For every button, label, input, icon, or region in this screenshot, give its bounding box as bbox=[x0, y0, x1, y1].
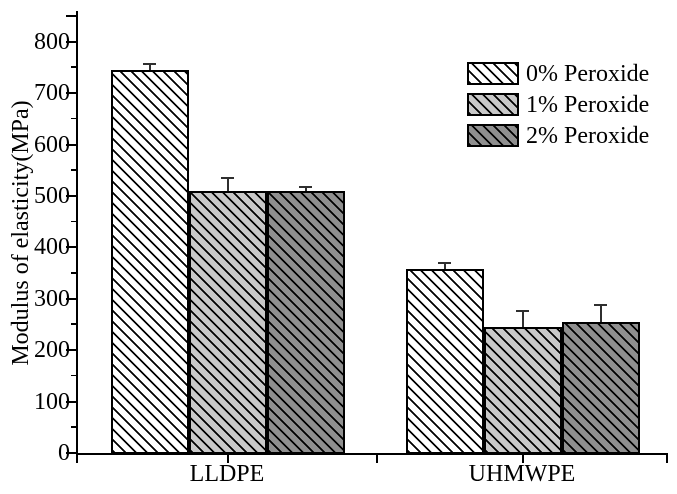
error-bar-cap bbox=[221, 177, 234, 179]
error-bar-cap bbox=[516, 310, 529, 313]
y-tick-label: 300 bbox=[34, 285, 70, 312]
legend-item-0pct: 0% Peroxide bbox=[467, 60, 650, 87]
x-tick-label-uhmwpe: UHMWPE bbox=[468, 461, 576, 487]
y-minor-tick bbox=[71, 323, 76, 325]
y-minor-tick bbox=[71, 117, 76, 120]
y-major-tick bbox=[66, 246, 76, 249]
y-minor-tick bbox=[71, 220, 76, 223]
y-minor-tick bbox=[71, 66, 76, 68]
bar-lldpe-1pct bbox=[188, 190, 267, 454]
y-minor-tick bbox=[71, 426, 76, 428]
y-major-tick bbox=[66, 143, 76, 146]
error-bar-stem bbox=[521, 311, 524, 328]
y-major-tick bbox=[66, 194, 76, 197]
legend-item-1pct: 1% Peroxide bbox=[467, 91, 650, 118]
error-bar-stem bbox=[304, 186, 307, 191]
legend-swatch-1pct-icon bbox=[467, 93, 519, 116]
error-bar-stem bbox=[443, 262, 446, 270]
y-tick-label: 800 bbox=[34, 28, 70, 55]
legend-label-2pct: 2% Peroxide bbox=[526, 122, 650, 149]
y-tick-label: 400 bbox=[34, 234, 70, 261]
y-minor-tick bbox=[71, 374, 76, 377]
y-tick-label: 600 bbox=[34, 131, 70, 158]
y-minor-tick bbox=[71, 272, 76, 274]
bar-lldpe-0pct bbox=[110, 70, 189, 454]
x-divider-tick bbox=[375, 455, 378, 463]
error-bar-cap bbox=[438, 261, 451, 264]
legend: 0% Peroxide 1% Peroxide 2% Peroxide bbox=[467, 62, 649, 155]
error-bar-stem bbox=[599, 304, 602, 322]
y-tick-label: 500 bbox=[34, 182, 70, 209]
y-major-tick bbox=[66, 452, 76, 454]
y-tick-label: 100 bbox=[34, 388, 70, 415]
error-bar-stem bbox=[148, 63, 151, 71]
error-bar-cap bbox=[143, 62, 156, 65]
legend-item-2pct: 2% Peroxide bbox=[467, 122, 650, 149]
bar-uhmwpe-2pct bbox=[561, 321, 640, 454]
y-axis-end-tick bbox=[66, 15, 76, 17]
error-bar-cap bbox=[299, 185, 312, 188]
error-bar-cap bbox=[594, 303, 607, 306]
y-major-tick bbox=[66, 92, 76, 95]
y-major-tick bbox=[66, 349, 76, 352]
y-axis-line bbox=[76, 11, 78, 455]
bar-uhmwpe-0pct bbox=[405, 269, 484, 454]
x-tick-label-lldpe: LLDPE bbox=[189, 461, 265, 487]
x-axis-line bbox=[76, 453, 668, 455]
y-major-tick bbox=[66, 400, 76, 403]
x-divider-tick bbox=[666, 455, 668, 463]
y-tick-label: 200 bbox=[34, 337, 70, 364]
x-major-tick bbox=[521, 455, 524, 463]
y-tick-label: 700 bbox=[34, 80, 70, 107]
legend-label-1pct: 1% Peroxide bbox=[526, 91, 650, 118]
error-bar-stem bbox=[226, 178, 229, 191]
y-minor-tick bbox=[71, 169, 76, 171]
legend-label-0pct: 0% Peroxide bbox=[526, 60, 650, 87]
legend-swatch-0pct-icon bbox=[467, 62, 519, 85]
bar-uhmwpe-1pct bbox=[483, 327, 562, 454]
x-divider-tick bbox=[76, 455, 78, 463]
bar-lldpe-2pct bbox=[266, 190, 345, 454]
y-major-tick bbox=[66, 40, 76, 43]
y-tick-label: 0 bbox=[58, 440, 70, 466]
y-major-tick bbox=[66, 297, 76, 300]
x-major-tick bbox=[226, 455, 229, 463]
legend-swatch-2pct-icon bbox=[467, 124, 519, 147]
